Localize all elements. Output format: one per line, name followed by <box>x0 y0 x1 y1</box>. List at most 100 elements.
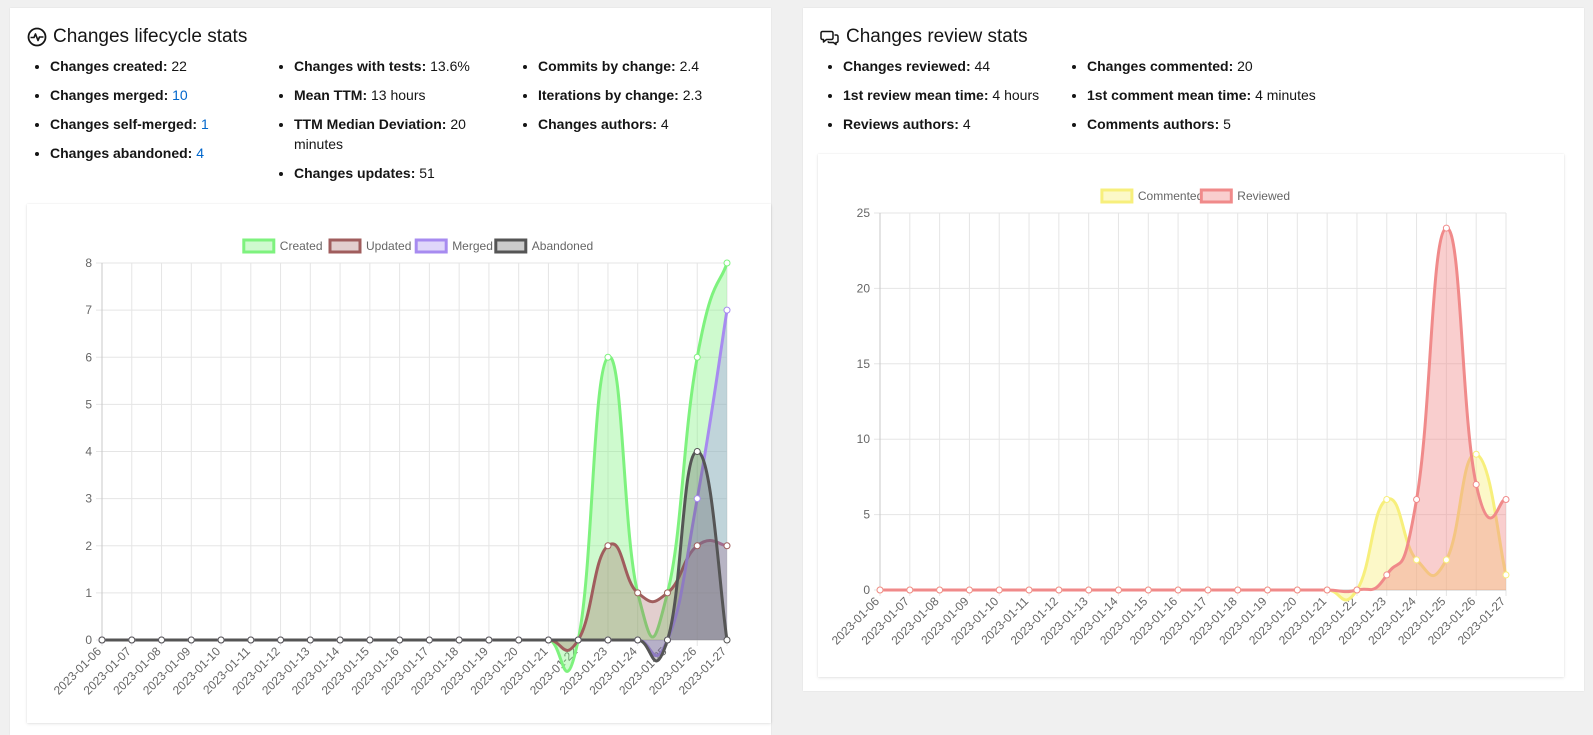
legend-swatch[interactable] <box>328 238 362 254</box>
stat-item: Changes updates: 51 <box>294 163 494 183</box>
stat-value-link[interactable]: 10 <box>172 87 188 103</box>
data-point[interactable] <box>1502 571 1510 579</box>
data-point[interactable] <box>693 353 701 361</box>
stat-label: Changes commented: <box>1087 58 1234 74</box>
data-point[interactable] <box>693 542 701 550</box>
legend-swatch[interactable] <box>242 238 276 254</box>
data-point[interactable] <box>396 636 404 644</box>
data-point[interactable] <box>1442 224 1450 232</box>
lifecycle-chart[interactable]: 0123456782023-01-062023-01-072023-01-082… <box>27 204 771 723</box>
data-point[interactable] <box>1114 586 1122 594</box>
data-point[interactable] <box>1472 450 1480 458</box>
data-point[interactable] <box>1502 496 1510 504</box>
data-point[interactable] <box>693 495 701 503</box>
data-point[interactable] <box>1264 586 1272 594</box>
data-point[interactable] <box>366 636 374 644</box>
stat-item: Reviews authors: 4 <box>843 114 1063 134</box>
stat-label: Commits by change: <box>538 58 676 74</box>
data-point[interactable] <box>128 636 136 644</box>
stat-value: 4 <box>962 116 971 132</box>
y-tick-label: 10 <box>857 432 871 446</box>
legend-label[interactable]: Commented <box>1138 189 1203 203</box>
data-point[interactable] <box>515 636 523 644</box>
data-point[interactable] <box>1144 586 1152 594</box>
data-point[interactable] <box>1353 586 1361 594</box>
data-point[interactable] <box>217 636 225 644</box>
legend-label[interactable]: Updated <box>366 239 411 253</box>
stat-value: 2.4 <box>679 58 700 74</box>
data-point[interactable] <box>1055 586 1063 594</box>
data-point[interactable] <box>1025 586 1033 594</box>
data-point[interactable] <box>158 636 166 644</box>
data-point[interactable] <box>1234 586 1242 594</box>
heartbeat-icon <box>27 27 47 47</box>
legend-swatch[interactable] <box>414 238 448 254</box>
stat-label: Mean TTM: <box>294 87 368 103</box>
series-reviewed <box>880 226 1507 594</box>
y-tick-label: 6 <box>85 350 92 364</box>
data-point[interactable] <box>574 636 582 644</box>
data-point[interactable] <box>906 586 914 594</box>
legend-label[interactable]: Merged <box>452 239 493 253</box>
data-point[interactable] <box>1383 496 1391 504</box>
data-point[interactable] <box>723 306 731 314</box>
data-point[interactable] <box>604 542 612 550</box>
data-point[interactable] <box>455 636 463 644</box>
data-point[interactable] <box>187 636 195 644</box>
data-point[interactable] <box>604 636 612 644</box>
data-point[interactable] <box>995 586 1003 594</box>
data-point[interactable] <box>1442 556 1450 564</box>
y-tick-label: 5 <box>85 397 92 411</box>
data-point[interactable] <box>634 589 642 597</box>
data-point[interactable] <box>247 636 255 644</box>
lifecycle-stats-title: Changes lifecycle stats <box>27 26 247 48</box>
stat-label: Changes reviewed: <box>843 58 971 74</box>
stat-item: TTM Median Deviation: 20 minutes <box>294 114 494 154</box>
data-point[interactable] <box>876 586 884 594</box>
data-point[interactable] <box>1293 586 1301 594</box>
data-point[interactable] <box>485 636 493 644</box>
data-point[interactable] <box>1472 480 1480 488</box>
data-point[interactable] <box>663 589 671 597</box>
stat-value-link[interactable]: 1 <box>200 116 209 132</box>
legend-swatch[interactable] <box>1100 188 1134 204</box>
stat-item: Changes commented: 20 <box>1087 56 1337 76</box>
lifecycle-stats-panel: Changes lifecycle stats Changes created:… <box>10 8 771 735</box>
data-point[interactable] <box>1383 571 1391 579</box>
data-point[interactable] <box>693 448 701 455</box>
lifecycle-stats-column-3: Commits by change: 2.4Iterations by chan… <box>514 56 768 143</box>
data-point[interactable] <box>965 586 973 594</box>
data-point[interactable] <box>604 353 612 361</box>
data-point[interactable] <box>98 636 106 644</box>
review-chart[interactable]: 05101520252023-01-062023-01-072023-01-08… <box>818 154 1564 677</box>
data-point[interactable] <box>544 636 552 644</box>
data-point[interactable] <box>306 636 314 644</box>
comments-icon <box>820 30 839 46</box>
data-point[interactable] <box>277 636 285 644</box>
data-point[interactable] <box>425 636 433 644</box>
series-area <box>102 540 727 651</box>
data-point[interactable] <box>336 636 344 644</box>
data-point[interactable] <box>936 586 944 594</box>
data-point[interactable] <box>723 259 731 267</box>
stat-item: Changes authors: 4 <box>538 114 768 134</box>
data-point[interactable] <box>1323 586 1331 594</box>
legend-label[interactable]: Reviewed <box>1237 189 1290 203</box>
data-point[interactable] <box>1413 556 1421 564</box>
stat-label: TTM Median Deviation: <box>294 116 447 132</box>
data-point[interactable] <box>723 542 731 550</box>
lifecycle-chart-card: 0 1 2 3 4 5 6 7 8 2023-01-06 2023-01-07 2023-01-08 2… <box>27 204 771 723</box>
data-point[interactable] <box>1085 586 1093 594</box>
data-point[interactable] <box>1204 586 1212 594</box>
legend-label[interactable]: Abandoned <box>532 239 593 253</box>
data-point[interactable] <box>663 636 671 644</box>
data-point[interactable] <box>634 636 642 644</box>
legend-swatch[interactable] <box>1199 188 1233 204</box>
legend-label[interactable]: Created <box>280 239 323 253</box>
data-point[interactable] <box>1413 496 1421 504</box>
data-point[interactable] <box>1174 586 1182 594</box>
y-tick-label: 20 <box>857 281 871 295</box>
legend-swatch[interactable] <box>494 238 528 254</box>
stat-value-link[interactable]: 4 <box>196 145 205 161</box>
data-point[interactable] <box>723 636 731 644</box>
